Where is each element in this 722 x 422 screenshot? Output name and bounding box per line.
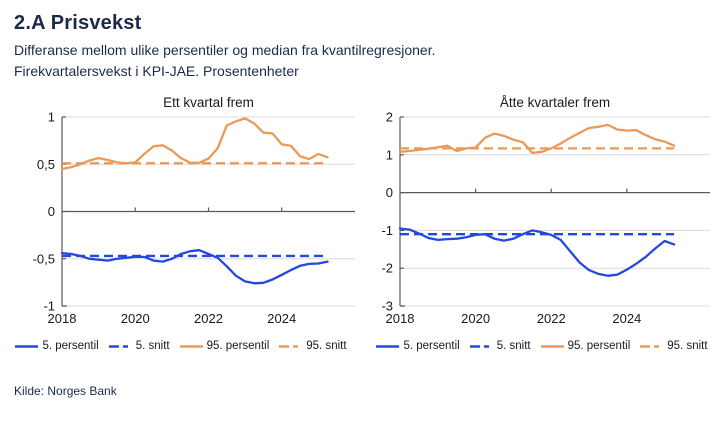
y-tick-label: 0 — [386, 185, 393, 200]
legend-label: 95. snitt — [667, 340, 708, 352]
legend-label: 95. snitt — [306, 340, 347, 352]
figure-subtitle-1: Differanse mellom ulike persentiler og m… — [14, 42, 436, 58]
legend-solid-line-icon — [15, 344, 39, 348]
legend-label: 5. persentil — [42, 340, 99, 352]
legend-item-95-persentil: 95. persentil — [179, 340, 270, 352]
legend-solid-line-icon — [540, 344, 564, 348]
figure-header: 2.A Prisvekst Differanse mellom ulike pe… — [0, 0, 722, 82]
x-tick-label: 2022 — [537, 311, 566, 326]
legend-solid-line-icon — [376, 344, 400, 348]
y-tick-label: 1 — [48, 110, 55, 125]
chart-title-right: Åtte kvartaler frem — [499, 95, 611, 110]
legend-label: 5. snitt — [496, 340, 531, 352]
legend-dashed-line-icon — [469, 344, 493, 348]
y-tick-label: -2 — [381, 261, 393, 276]
legend-dashed-line-icon — [279, 344, 303, 348]
figure-title: 2.A Prisvekst — [14, 12, 142, 34]
y-tick-label: 2 — [386, 110, 393, 125]
y-tick-label: 1 — [386, 147, 393, 162]
series-95-persentil — [398, 123, 676, 155]
chart-title-left: Ett kvartal frem — [163, 95, 254, 110]
x-tick-label: 2022 — [194, 311, 223, 326]
x-tick-label: 2018 — [48, 311, 77, 326]
legend-item-95-snitt: 95. snitt — [639, 340, 708, 352]
legend-item-5-persentil: 5. persentil — [14, 340, 99, 352]
legend-item-95-persentil: 95. persentil — [540, 340, 631, 352]
series-5-persentil — [60, 249, 329, 285]
legend-dashed-line-icon — [108, 344, 132, 348]
legend-item-5-snitt: 5. snitt — [469, 340, 531, 352]
y-tick-label: 0 — [48, 204, 55, 219]
legend-label: 5. snitt — [135, 340, 170, 352]
chart-panel-right: Åtte kvartaler frem 2 1 0 -1 -2 -3 2018 2020 202… — [361, 95, 722, 352]
y-tick-label: -1 — [381, 223, 393, 238]
charts-row: Ett kvartal frem 1 0,5 0 -0,5 -1 2018 2020 2022… — [0, 95, 722, 352]
legend-item-95-snitt: 95. snitt — [278, 340, 347, 352]
x-tick-label: 2020 — [461, 311, 490, 326]
figure-subtitle-2: Firekvartalersvekst i KPI-JAE. Prosenten… — [14, 63, 299, 79]
x-tick-label: 2020 — [121, 311, 150, 326]
y-tick-label: -1 — [43, 299, 55, 314]
y-tick-label: -3 — [381, 299, 393, 314]
y-tick-label: -0,5 — [33, 251, 55, 266]
legend-label: 5. persentil — [403, 340, 460, 352]
series-95-persentil — [60, 117, 329, 171]
x-tick-label: 2018 — [386, 311, 415, 326]
legend-solid-line-icon — [179, 344, 203, 348]
legend-item-5-snitt: 5. snitt — [108, 340, 170, 352]
legend-0: 5. persentil 5. snitt 95. persentil 95. sni… — [0, 340, 361, 352]
x-tick-label: 2024 — [267, 311, 296, 326]
legend-1: 5. persentil 5. snitt 95. persentil 95. sni… — [361, 340, 722, 352]
series-5-persentil — [398, 227, 676, 277]
legend-label: 95. persentil — [567, 340, 631, 352]
chart-panel-left: Ett kvartal frem 1 0,5 0 -0,5 -1 2018 2020 2022… — [0, 95, 361, 352]
legend-dashed-line-icon — [640, 344, 664, 348]
source-note: Kilde: Norges Bank — [14, 384, 117, 398]
x-tick-label: 2024 — [612, 311, 641, 326]
y-tick-label: 0,5 — [37, 157, 55, 172]
legend-label: 95. persentil — [206, 340, 270, 352]
legend-item-5-persentil: 5. persentil — [375, 340, 460, 352]
